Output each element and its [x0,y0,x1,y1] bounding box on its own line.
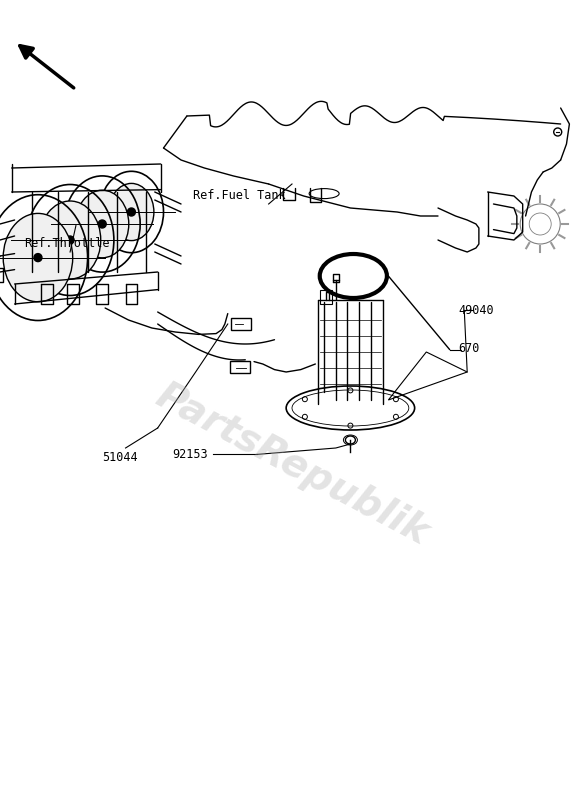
Ellipse shape [109,183,154,241]
Bar [230,361,251,373]
Text: PartsRepublik: PartsRepublik [149,376,435,552]
Text: Ref.Throttle: Ref.Throttle [25,238,110,250]
Circle shape [34,254,42,262]
Bar [231,318,252,330]
Text: 51044: 51044 [102,451,138,464]
Ellipse shape [75,190,128,258]
Ellipse shape [4,214,72,302]
Bar [320,290,332,304]
Text: 670: 670 [458,342,480,354]
Ellipse shape [40,201,100,279]
Text: 49040: 49040 [458,304,494,317]
Text: 92153: 92153 [172,448,208,461]
Circle shape [127,208,135,216]
Text: Ref.Fuel Tank: Ref.Fuel Tank [193,189,286,202]
Circle shape [66,236,74,244]
Circle shape [98,220,106,228]
